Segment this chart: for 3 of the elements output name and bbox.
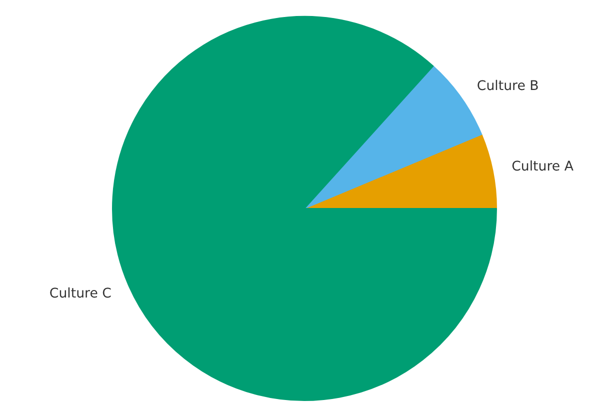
slice-label: Culture A (512, 159, 574, 174)
slice-label: Culture B (476, 79, 539, 94)
slice-label: Culture C (49, 286, 112, 302)
